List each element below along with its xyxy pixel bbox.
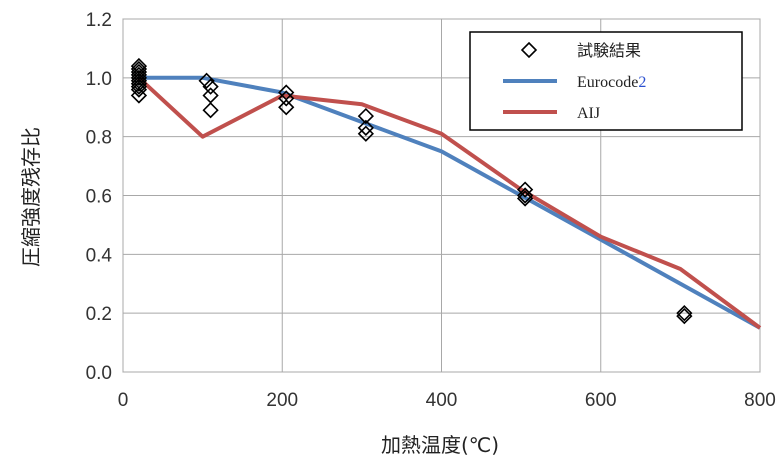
data-point [516,181,534,198]
data-points [130,57,693,325]
legend-label-eurocode2-text: Eurocode [577,74,638,91]
data-point [202,87,219,104]
legend-diamond-marker [520,41,538,59]
x-tick-label: 0 [118,390,129,411]
y-tick-label: 0.6 [86,187,112,208]
series-line-aij [137,76,762,330]
legend-label-aij: AIJ [577,105,600,122]
data-point [130,81,148,98]
data-point [130,87,148,104]
y-tick-labels: 0.0 0.2 0.4 0.6 0.8 1.0 1.2 [86,10,113,384]
legend: 試験結果 Eurocode2 AIJ [469,31,743,131]
series-layer [137,75,762,330]
data-point [516,187,534,204]
grid [122,18,761,373]
data-point [202,78,219,95]
data-point [278,99,295,116]
data-point [357,125,374,142]
legend-label-eurocode2: Eurocode2 [577,74,646,91]
x-tick-label: 400 [426,390,458,411]
x-tick-label: 600 [585,390,617,411]
data-point [357,107,374,125]
series-line-eurocode2 [138,75,761,330]
y-axis-title: 圧縮強度残存比 [19,127,43,267]
x-axis-title: 加熱温度(℃) [381,433,499,457]
y-tick-label: 0.0 [86,363,112,384]
legend-label-results: 試験結果 [577,42,641,60]
data-point [202,102,219,119]
data-point [516,190,534,207]
data-point [676,305,693,322]
x-tick-label: 200 [266,390,298,411]
data-point [278,90,295,107]
y-tick-label: 0.8 [86,128,112,149]
data-point [676,307,693,325]
data-point [130,78,148,95]
x-tick-labels: 0 200 400 600 800 [118,390,776,411]
legend-label-eurocode2-number: 2 [638,74,646,91]
data-point [130,69,148,86]
y-tick-label: 1.2 [86,10,112,31]
y-tick-label: 0.2 [86,304,112,325]
data-point [130,75,148,92]
data-point [357,119,374,136]
x-tick-label: 800 [744,390,776,411]
y-tick-label: 1.0 [86,69,112,90]
y-tick-label: 0.4 [86,245,113,266]
data-point [198,72,215,89]
